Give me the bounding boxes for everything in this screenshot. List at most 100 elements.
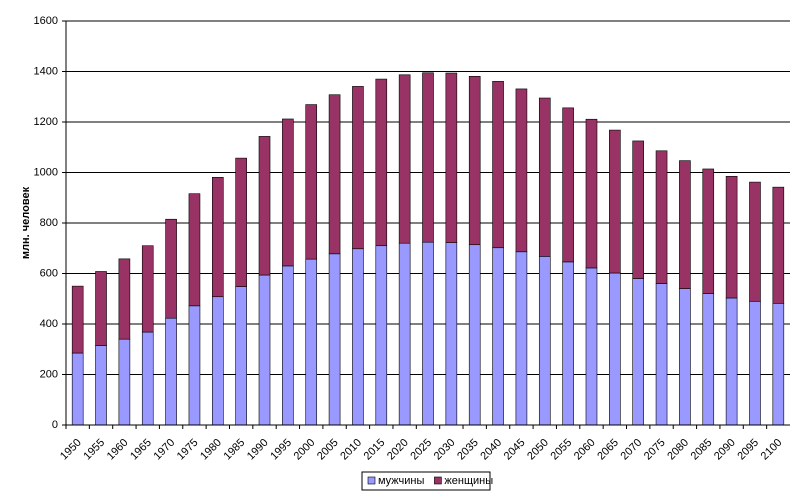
legend-swatch xyxy=(434,476,442,485)
bar-segment xyxy=(772,302,785,426)
bar-segment xyxy=(398,74,411,244)
bar-segment xyxy=(282,118,294,267)
bar-segment xyxy=(609,129,621,274)
bar-segment xyxy=(585,118,598,269)
bar-segment xyxy=(468,244,481,426)
bar-segment xyxy=(422,72,434,243)
x-tick-label: 2085 xyxy=(689,437,715,463)
bar-segment xyxy=(655,150,668,284)
bar-segment xyxy=(165,218,177,319)
x-tick-label: 2060 xyxy=(572,437,598,463)
bar-segment xyxy=(305,104,318,260)
bar-segment xyxy=(749,300,761,426)
bar-segment xyxy=(258,274,271,426)
x-tick-label: 1985 xyxy=(222,437,248,463)
x-tick-label: 2045 xyxy=(502,437,528,463)
bar-segment xyxy=(725,175,738,299)
legend-box xyxy=(361,471,491,491)
bar-segment xyxy=(352,86,364,250)
bar-segment xyxy=(188,193,201,307)
legend-swatch xyxy=(367,476,376,485)
x-tick-label: 2100 xyxy=(759,437,785,463)
bar-segment xyxy=(95,345,107,426)
x-tick-label: 2030 xyxy=(432,437,458,463)
bar-segment xyxy=(118,258,131,340)
bar-segment xyxy=(212,176,224,298)
x-tick-label: 2020 xyxy=(385,437,411,463)
bar-segment xyxy=(538,97,551,257)
y-tick-label: 1200 xyxy=(34,116,58,128)
bar-segment xyxy=(235,157,247,287)
x-tick-label: 2025 xyxy=(408,437,434,463)
legend-label: женщины xyxy=(444,475,493,487)
x-tick-label: 2005 xyxy=(315,437,341,463)
bar-segment xyxy=(515,251,528,426)
y-tick-label: 600 xyxy=(40,267,58,279)
bar-segment xyxy=(375,245,388,426)
x-tick-label: 2000 xyxy=(292,437,318,463)
bar-segment xyxy=(141,331,154,426)
bar-segment xyxy=(212,296,224,426)
x-tick-label: 1955 xyxy=(81,437,107,463)
bar-segment xyxy=(352,248,364,426)
bar-segment xyxy=(468,75,481,246)
y-tick-label: 1000 xyxy=(34,166,58,178)
x-tick-label: 2080 xyxy=(665,437,691,463)
x-tick-label: 2065 xyxy=(595,437,621,463)
bar-segment xyxy=(445,242,458,426)
bar-segment xyxy=(188,305,201,426)
bar-segment xyxy=(585,267,598,426)
y-tick-label: 1400 xyxy=(34,65,58,77)
bar-segment xyxy=(445,72,458,243)
bar-segment xyxy=(492,247,504,426)
x-tick-label: 1970 xyxy=(151,437,177,463)
x-tick-label: 2010 xyxy=(338,437,364,463)
bar-segment xyxy=(538,256,551,426)
x-tick-label: 2070 xyxy=(619,437,645,463)
bar-segment xyxy=(165,317,177,426)
y-tick-label: 800 xyxy=(40,217,58,229)
x-tick-label: 2035 xyxy=(455,437,481,463)
bar-segment xyxy=(772,186,785,304)
y-tick-label: 1600 xyxy=(34,15,58,27)
bar-segment xyxy=(422,241,434,426)
bar-segment xyxy=(632,140,644,279)
bar-segment xyxy=(702,168,715,294)
bar-segment xyxy=(679,160,691,289)
bar-segment xyxy=(749,181,761,302)
bar-segment xyxy=(655,283,668,426)
bar-segment xyxy=(492,81,504,249)
x-tick-label: 2055 xyxy=(549,437,575,463)
bar-segment xyxy=(515,88,528,253)
bar-segment xyxy=(71,285,84,354)
x-tick-label: 2095 xyxy=(735,437,761,463)
x-tick-label: 2050 xyxy=(525,437,551,463)
bar-segment xyxy=(702,293,715,426)
y-tick-label: 400 xyxy=(40,318,58,330)
bar-segment xyxy=(328,253,341,426)
legend-label: мужчины xyxy=(378,475,424,487)
bar-segment xyxy=(71,352,84,426)
bar-segment xyxy=(562,261,574,426)
x-tick-label: 1980 xyxy=(198,437,224,463)
bar-segment xyxy=(679,288,691,426)
y-tick-label: 200 xyxy=(40,368,58,380)
x-tick-label: 2090 xyxy=(712,437,738,463)
bar-segment xyxy=(398,242,411,426)
x-tick-label: 2075 xyxy=(642,437,668,463)
bar-segment xyxy=(282,265,294,426)
x-tick-label: 1995 xyxy=(268,437,294,463)
bar-segment xyxy=(562,107,574,263)
x-tick-label: 2015 xyxy=(362,437,388,463)
x-tick-label: 2040 xyxy=(478,437,504,463)
bar-segment xyxy=(725,297,738,426)
bar-segment xyxy=(305,258,318,426)
bar-segment xyxy=(235,286,247,426)
bar-segment xyxy=(258,136,271,276)
x-tick-label: 1950 xyxy=(58,437,84,463)
x-tick-label: 1965 xyxy=(128,437,154,463)
x-tick-label: 1990 xyxy=(245,437,271,463)
bar-segment xyxy=(141,245,154,333)
bar-segment xyxy=(118,338,131,426)
